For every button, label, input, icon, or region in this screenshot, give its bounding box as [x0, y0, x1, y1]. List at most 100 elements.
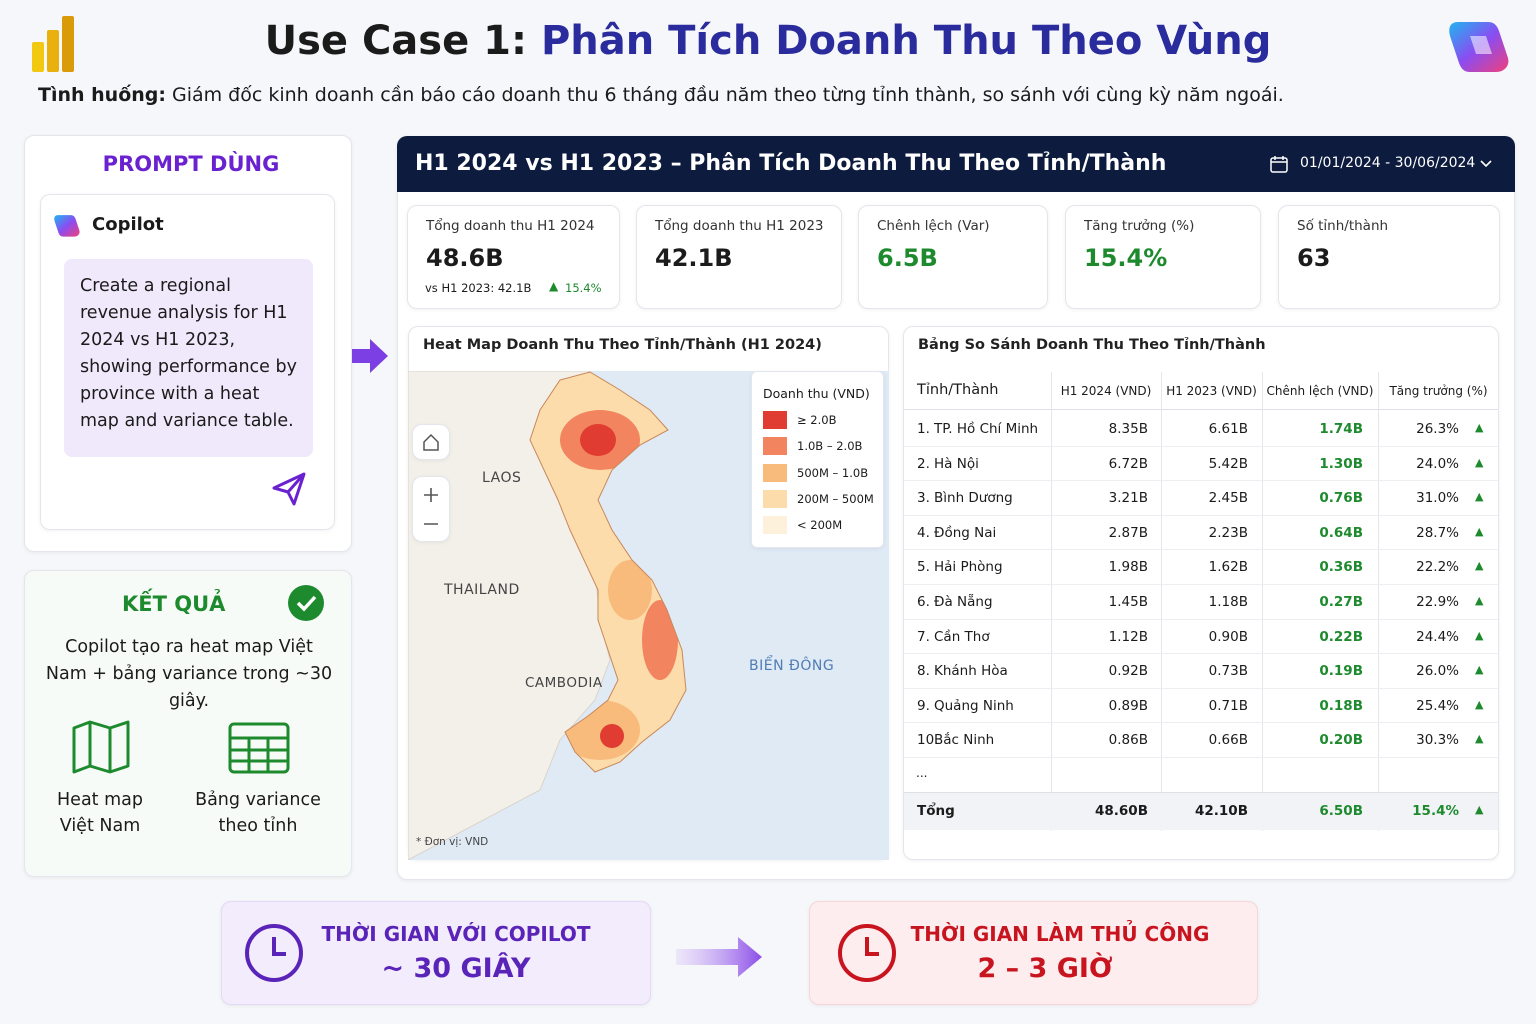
province: Đà Nẵng: [934, 594, 993, 610]
heat-map: [408, 371, 889, 860]
legend-swatch: [763, 489, 787, 508]
copilot-time-label: THỜI GIAN VỚI COPILOT: [321, 922, 591, 946]
kpi-value: 48.6B: [426, 244, 504, 272]
row-cell: 0.86B: [1108, 732, 1148, 749]
row-cell: 26.3%: [1416, 421, 1459, 437]
legend-label: 1.0B – 2.0B: [797, 439, 863, 454]
table-panel: Bảng So Sánh Doanh Thu Theo Tỉnh/Thành: [903, 326, 1499, 860]
row-cell: 0.71B: [1208, 697, 1248, 714]
province: Hà Nội: [934, 455, 979, 472]
row-cell: 24.4%: [1416, 628, 1459, 645]
trend-up-icon: ▲: [1475, 455, 1484, 469]
rank: 10.: [917, 732, 939, 749]
manual-time-label: THỜI GIAN LÀM THỦ CÔNG: [910, 922, 1210, 946]
legend-title: Doanh thu (VND): [763, 386, 870, 401]
kpi-growth-arrow: ▲: [549, 279, 559, 293]
rank: 9.: [917, 697, 930, 714]
province: Hải Phòng: [934, 559, 1003, 576]
row-cell: 0.66B: [1208, 732, 1248, 749]
trend-up-icon: ▲: [1475, 490, 1484, 504]
row-cell: 22.9%: [1416, 594, 1459, 610]
column-header: H1 2024 (VND): [1060, 384, 1152, 398]
row-cell: 28.7%: [1416, 524, 1459, 541]
column-separator: [1051, 372, 1052, 831]
rank: 7.: [917, 628, 930, 645]
result-item-line1: Heat map: [57, 790, 143, 810]
kpi-label: Số tỉnh/thành: [1297, 218, 1389, 234]
table-row: [904, 549, 1498, 551]
dropdown-icon[interactable]: [1479, 158, 1493, 170]
legend-swatch: [763, 516, 787, 535]
row-cell: 0.90B: [1208, 628, 1248, 645]
table-title: Bảng So Sánh Doanh Thu Theo Tỉnh/Thành: [918, 337, 1266, 353]
kpi-label: Tăng trưởng (%): [1084, 218, 1195, 234]
check-icon: [288, 585, 324, 621]
column-separator: [1161, 372, 1162, 831]
row-cell: 6.72B: [1108, 455, 1148, 472]
kpi-label: Tổng doanh thu H1 2024: [426, 218, 595, 234]
legend-swatch: [763, 463, 787, 482]
home-button[interactable]: [412, 424, 450, 460]
table-row: [904, 584, 1498, 585]
result-title: KẾT QUẢ: [122, 592, 226, 616]
dashboard-title: H1 2024 vs H1 2023 – Phân Tích Doanh Thu…: [415, 151, 1167, 176]
column-separator: [1262, 372, 1263, 831]
copilot-time-card: [221, 901, 651, 1005]
row-cell: 22.2%: [1416, 559, 1459, 576]
trend-up-icon: ▲: [1475, 524, 1484, 538]
row-cell: 1.62B: [1208, 559, 1248, 576]
map-label: THAILAND: [444, 582, 520, 598]
province: Cần Thơ: [934, 628, 990, 645]
table-row: [904, 480, 1498, 482]
kpi-card: Tổng doanh thu H1 2023 42.1B: [636, 205, 842, 309]
send-button[interactable]: [270, 470, 310, 510]
column-header: Tăng trưởng (%): [1389, 384, 1488, 398]
row-cell: 0.19B: [1319, 663, 1363, 680]
zoom-controls[interactable]: [412, 476, 450, 542]
rank: 8.: [917, 663, 930, 680]
row-cell: 3.21B: [1108, 490, 1148, 507]
page-title: Use Case 1: Phân Tích Doanh Thu Theo Vùn…: [0, 18, 1536, 64]
manual-time-card: [809, 901, 1258, 1005]
prompt-text: Create a regional revenue analysis for H…: [64, 259, 313, 457]
row-cell: 2.45B: [1208, 490, 1248, 507]
date-range[interactable]: 01/01/2024 - 30/06/2024: [1300, 155, 1476, 171]
province: Đồng Nai: [934, 524, 997, 541]
legend-label: 200M – 500M: [797, 491, 874, 506]
kpi-value: 15.4%: [1084, 244, 1168, 272]
manual-time-value: 2 – 3 GIỜ: [977, 953, 1113, 984]
map-label: BIỂN ĐÔNG: [749, 658, 835, 674]
total-cell: 42.10B: [1195, 802, 1248, 819]
province: Bắc Ninh: [934, 732, 995, 749]
total-cell: 15.4%: [1412, 802, 1459, 819]
calendar-icon: [1270, 156, 1288, 173]
column-header: H1 2023 (VND): [1166, 384, 1257, 398]
kpi-card: Tổng doanh thu H1 2024 48.6B: [407, 205, 620, 309]
kpi-card: Số tỉnh/thành 63: [1278, 205, 1500, 309]
row-cell: 2.87B: [1108, 524, 1148, 541]
row-cell: 26.0%: [1416, 663, 1459, 680]
flow-arrow: [352, 339, 388, 373]
province: Bình Dương: [934, 490, 1013, 507]
row-cell: 0.36B: [1319, 559, 1363, 576]
trend-up-icon: ▲: [1475, 594, 1484, 607]
zoom-icons: [424, 488, 438, 525]
situation-label: Tình huống:: [38, 84, 166, 106]
compare-arrow: [676, 937, 762, 977]
result-text: Copilot tạo ra heat map Việt Nam + bảng …: [45, 637, 333, 711]
rank: 1.: [917, 421, 930, 437]
column-header: Chênh lệch (VND): [1266, 384, 1374, 398]
row-cell: 0.76B: [1319, 490, 1363, 507]
row-cell: 30.3%: [1416, 732, 1459, 749]
table-header-row: [904, 372, 1498, 410]
row-cell: 0.20B: [1319, 732, 1363, 749]
kpi-value: 6.5B: [877, 244, 938, 272]
trend-up-icon: ▲: [1475, 628, 1484, 642]
title-main: Phân Tích Doanh Thu Theo Vùng: [540, 18, 1272, 64]
total-label: Tổng: [917, 802, 955, 819]
legend-label: < 200M: [797, 518, 843, 533]
rank: 4.: [917, 524, 930, 541]
column-separator: [1378, 372, 1379, 831]
trend-up-icon: ▲: [1475, 663, 1484, 677]
result-card: [24, 570, 352, 877]
